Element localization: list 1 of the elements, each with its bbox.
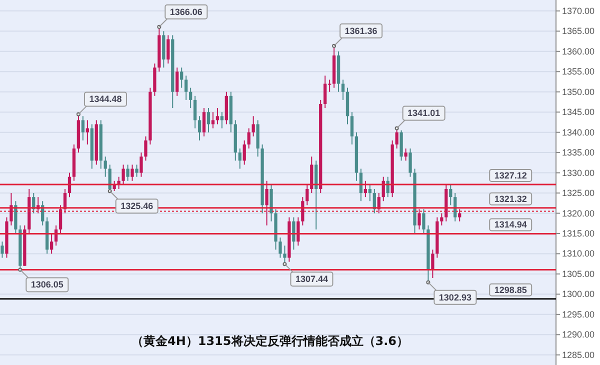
title: （黄金4H）1315将决定反弹行情能否成立（3.6） — [131, 334, 409, 348]
